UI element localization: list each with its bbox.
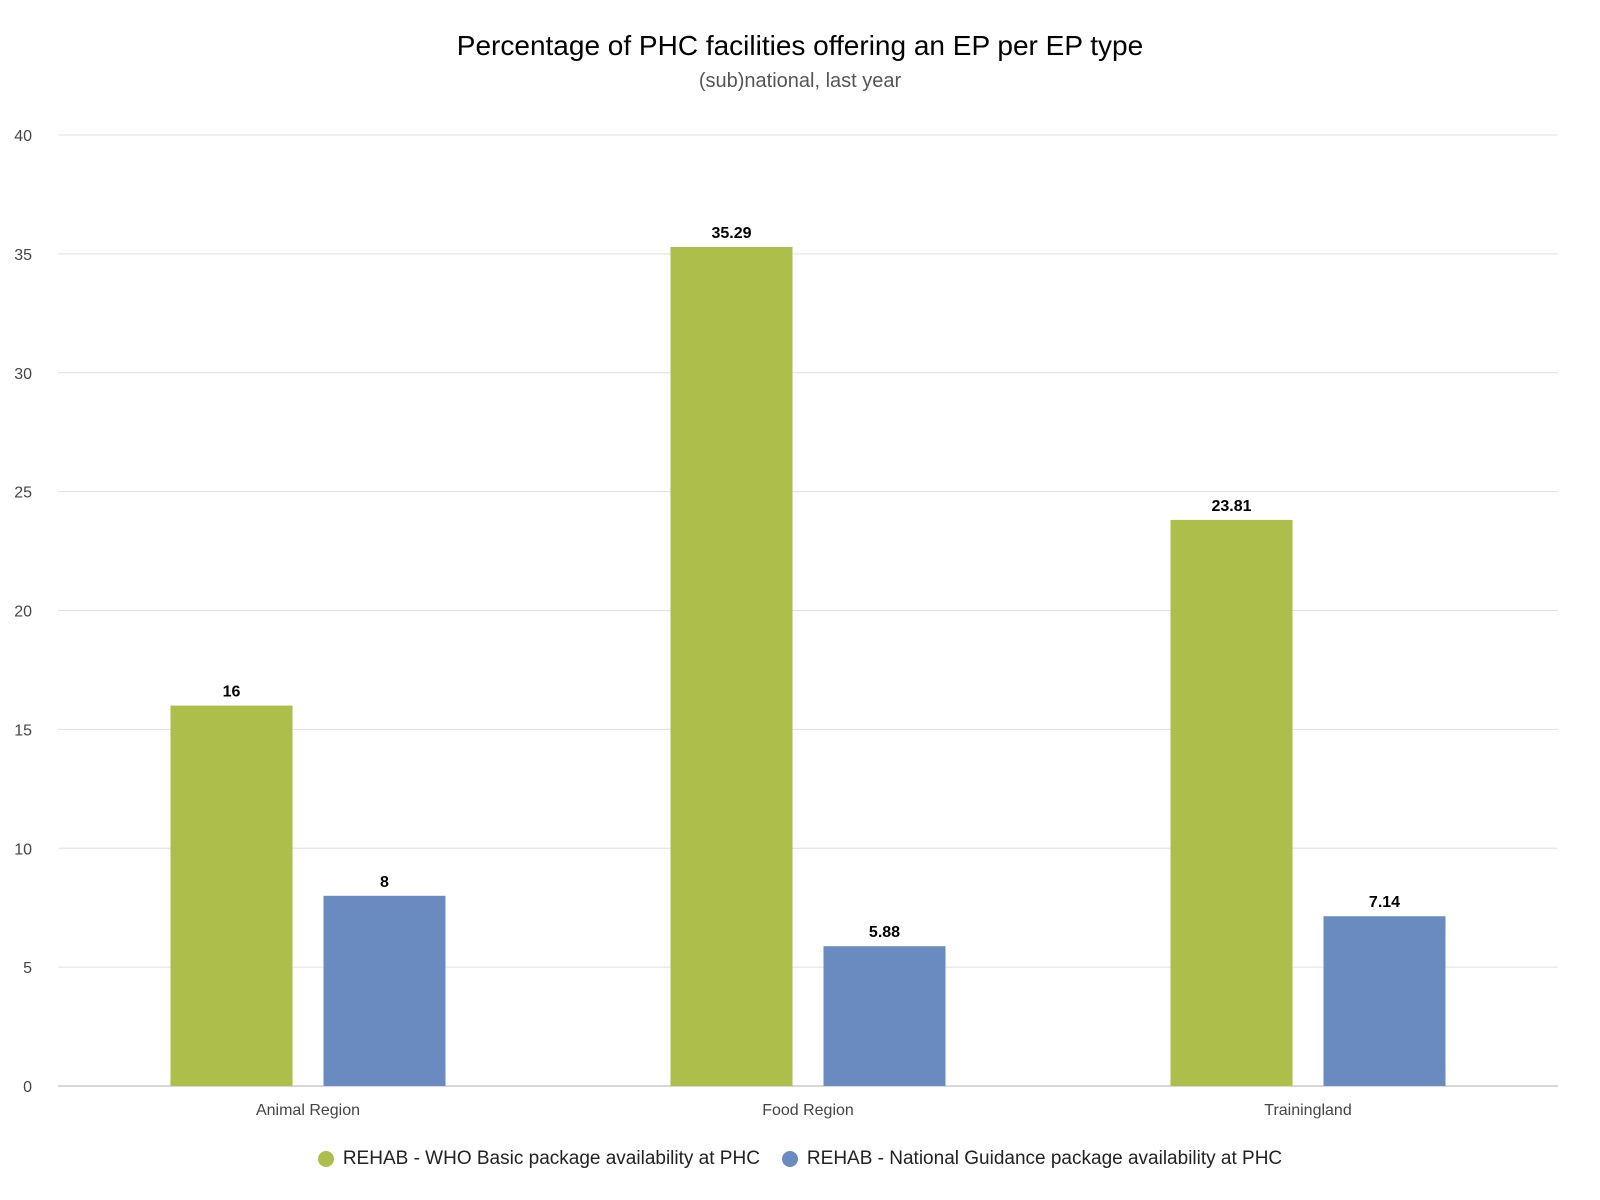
legend-item-who-basic[interactable]: REHAB - WHO Basic package availability a… — [317, 1148, 760, 1170]
data-label: 8 — [380, 874, 389, 891]
data-label: 5.88 — [869, 924, 900, 941]
legend-label-who-basic: REHAB - WHO Basic package availability a… — [342, 1148, 760, 1169]
y-tick-label: 15 — [14, 722, 32, 739]
chart-subtitle: (sub)national, last year — [698, 70, 902, 92]
chart-title: Percentage of PHC facilities offering an… — [456, 30, 1144, 61]
y-tick-label: 20 — [14, 604, 32, 621]
legend-swatch-who-basic — [317, 1151, 334, 1167]
y-tick-label: 0 — [23, 1079, 32, 1096]
x-tick-label: Animal Region — [256, 1102, 360, 1119]
gridlines — [58, 134, 1558, 1087]
y-tick-label: 30 — [14, 366, 32, 383]
y-axis-ticks: 0 5 10 15 20 25 30 35 40 — [14, 128, 32, 1096]
legend-swatch-national-guidance — [781, 1151, 798, 1167]
y-tick-label: 5 — [23, 960, 32, 977]
legend: REHAB - WHO Basic package availability a… — [0, 1148, 1600, 1170]
data-label: 35.29 — [711, 225, 751, 242]
y-tick-label: 35 — [14, 247, 32, 264]
bar-trainingland-series-1[interactable] — [1170, 519, 1293, 1086]
x-tick-label: Trainingland — [1264, 1102, 1351, 1119]
bar-food-region-series-1[interactable] — [670, 246, 793, 1087]
data-labels: 16 8 35.29 5.88 23.81 7.14 — [223, 225, 1401, 941]
bar-food-region-series-2[interactable] — [823, 946, 946, 1086]
bar-trainingland-series-2[interactable] — [1323, 916, 1446, 1086]
x-axis-ticks: Animal Region Food Region Trainingland — [256, 1102, 1352, 1119]
y-tick-label: 40 — [14, 128, 32, 145]
y-tick-label: 10 — [14, 841, 32, 858]
bars — [170, 246, 1446, 1087]
y-tick-label: 25 — [14, 485, 32, 502]
data-label: 23.81 — [1211, 498, 1251, 515]
bar-animal-region-series-2[interactable] — [323, 895, 446, 1086]
data-label: 16 — [223, 684, 241, 701]
bar-animal-region-series-1[interactable] — [170, 705, 293, 1086]
data-label: 7.14 — [1369, 894, 1400, 911]
legend-label-national-guidance: REHAB - National Guidance package availa… — [806, 1148, 1283, 1169]
x-tick-label: Food Region — [762, 1102, 854, 1119]
legend-item-national-guidance[interactable]: REHAB - National Guidance package availa… — [781, 1148, 1283, 1170]
